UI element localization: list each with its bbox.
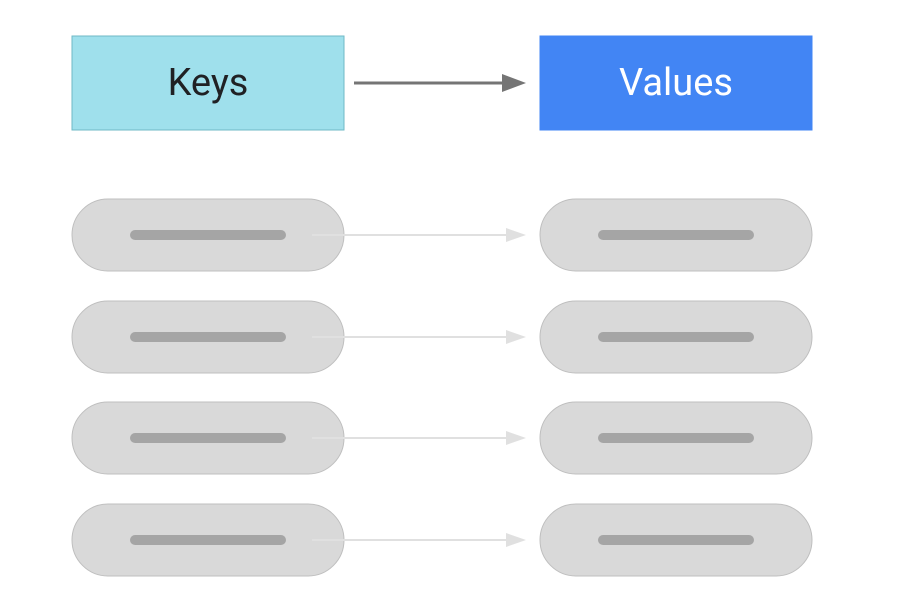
value-pill xyxy=(540,301,812,373)
keys-label: Keys xyxy=(168,61,249,105)
value-pill xyxy=(540,402,812,474)
values-box: Values xyxy=(540,36,812,130)
value-pill xyxy=(540,199,812,271)
values-label: Values xyxy=(619,61,733,105)
key-pill xyxy=(72,199,344,271)
key-pill xyxy=(72,504,344,576)
value-pill xyxy=(540,504,812,576)
key-pill xyxy=(72,402,344,474)
keys-box: Keys xyxy=(72,36,344,130)
key-pill xyxy=(72,301,344,373)
